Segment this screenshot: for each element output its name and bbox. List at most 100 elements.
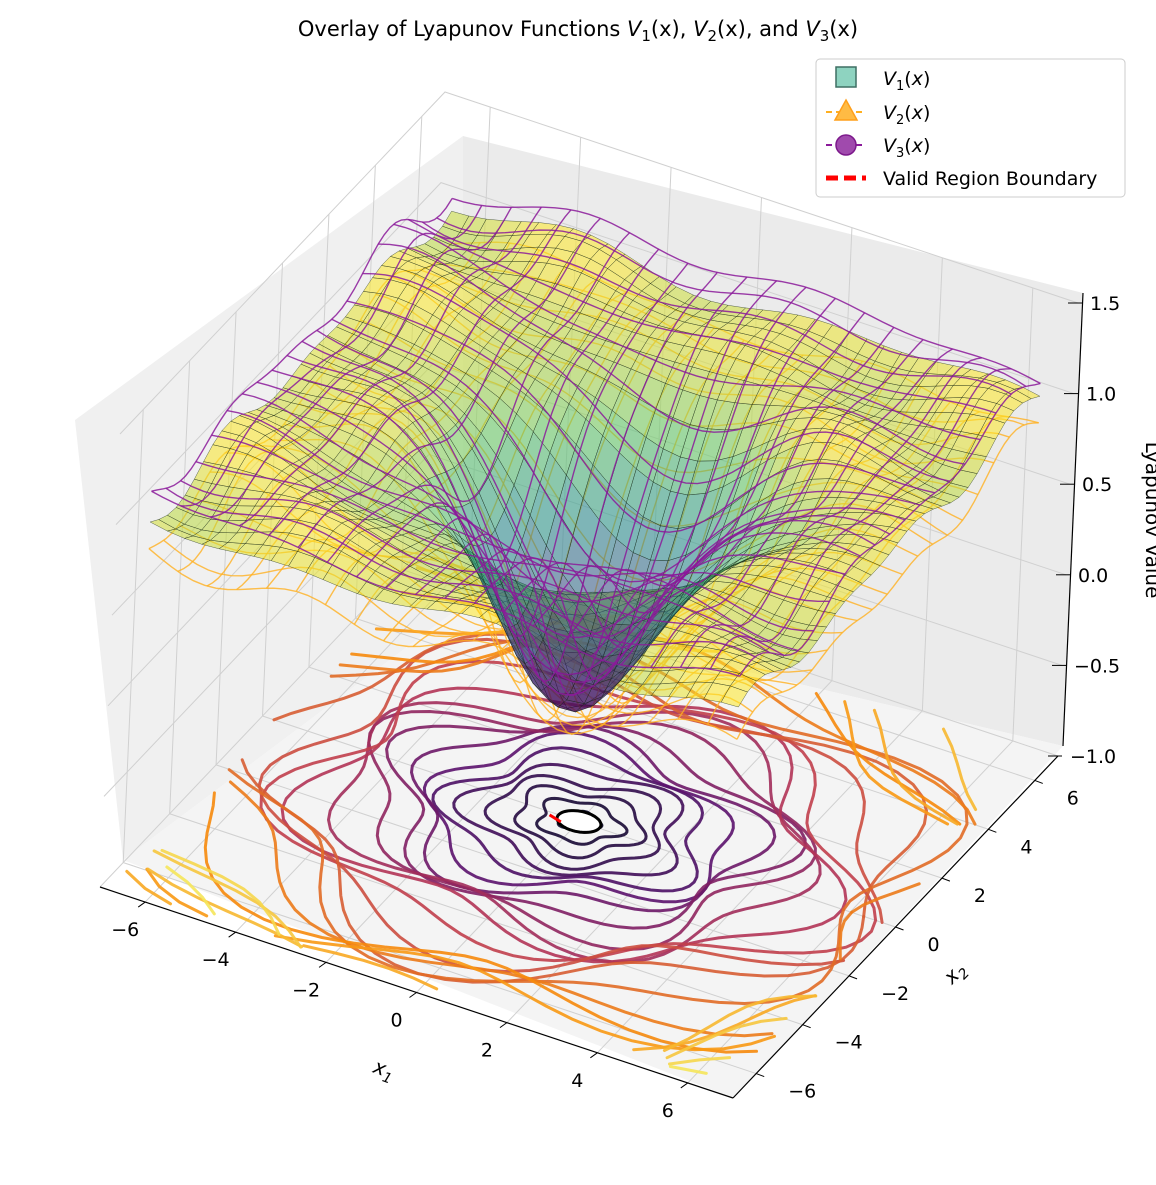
wire-line: [451, 197, 1041, 385]
y-tick-label: −6: [788, 1081, 816, 1103]
floor-contour-line: [850, 882, 921, 914]
wire-line: [407, 218, 997, 414]
chart-title: Overlay of Lyapunov Functions V1(x), V2(…: [298, 17, 858, 45]
y-axis: −6 −4 −2 0 2 4 6: [732, 755, 1079, 1103]
x-tick: [228, 931, 236, 938]
floor-contour-line: [431, 746, 705, 893]
title-part: 1: [641, 27, 651, 45]
x-tick-label: −2: [292, 979, 320, 1001]
wire-line: [163, 539, 754, 714]
legend-v2-triangle-icon: [833, 98, 859, 121]
x-tick-label: 2: [481, 1040, 493, 1062]
x-axis: −6 −4 −2 0 2 4 6: [99, 886, 734, 1122]
title-part: (x),: [651, 17, 693, 41]
wire-line: [195, 461, 785, 656]
floor-contour-line: [259, 659, 878, 963]
floor-contour-line: [329, 637, 969, 912]
wire-line: [241, 393, 830, 603]
legend-frame: [815, 58, 1126, 198]
floor-contour-line: [203, 791, 758, 1054]
wire-line: [393, 223, 981, 441]
wire-line: [165, 487, 756, 658]
y-tick: [988, 828, 997, 833]
wire-line: [316, 329, 906, 639]
floor-contour-line: [145, 867, 209, 918]
title-part: V: [805, 17, 821, 41]
x-tick-label: 0: [390, 1010, 402, 1032]
y-tick-label: 4: [1020, 836, 1032, 858]
title-part: 2: [707, 27, 717, 45]
floor-contour-line: [942, 727, 978, 811]
wire-line: [226, 409, 814, 632]
x-tick-label: 6: [662, 1100, 674, 1122]
z-tick-label: 1.0: [1086, 384, 1116, 406]
floor-contour-line: [665, 1016, 788, 1060]
floor-contour-line: [872, 708, 959, 826]
wire-line: [256, 381, 846, 639]
x-tick-label: −6: [111, 919, 139, 941]
floor-contour-line: [228, 780, 774, 1038]
x-tick: [409, 992, 417, 998]
y-tick-label: 2: [974, 885, 986, 907]
wire-line: [148, 548, 738, 740]
wire-line: [422, 221, 1012, 395]
x-tick: [499, 1022, 508, 1029]
grid-line: [122, 409, 144, 863]
x-tick: [680, 1082, 689, 1089]
surface-patch: [442, 210, 470, 233]
grid-line: [1012, 287, 1034, 741]
floor-contour-line: [662, 994, 818, 1052]
boundary-segment: [548, 813, 562, 824]
floor-contour-line: [535, 796, 629, 846]
legend: V1(x) V2(x) V3(x) Valid Region Boundary: [815, 58, 1126, 198]
floor-contour-line: [385, 724, 807, 930]
y-tick-label: −4: [835, 1032, 863, 1054]
v3-wireframe: [151, 197, 1041, 697]
wire-line: [180, 480, 770, 654]
floor-contour-line: [814, 692, 962, 826]
title-part: 3: [820, 27, 830, 45]
title-part: V: [693, 17, 709, 41]
y-tick-label: 0: [928, 934, 940, 956]
floor-contour-line: [668, 1056, 732, 1066]
z-axis-line: [1062, 292, 1084, 747]
wire-line: [211, 434, 799, 652]
title-part: V: [627, 17, 643, 41]
z-axis: −1.0 −0.5 0.0 0.5 1.0 1.5: [1048, 292, 1120, 768]
y-tick-label: 6: [1067, 787, 1079, 809]
z-axis-label: Lyapunov Value: [1141, 442, 1156, 599]
legend-v1-label: V1(x): [883, 68, 930, 94]
legend-v3-label: V3(x): [883, 135, 930, 161]
x-tick: [590, 1052, 598, 1059]
y-tick: [895, 926, 904, 931]
y-tick: [802, 1024, 811, 1029]
wire-line: [331, 318, 921, 583]
floor-contour-line: [452, 762, 685, 877]
wire-line: [346, 300, 936, 533]
z-tick-label: −1.0: [1070, 746, 1116, 768]
valid-region-boundary: [548, 809, 603, 834]
center-contour: [555, 809, 603, 834]
floor-contour-line: [152, 849, 303, 949]
floor-contour-line: [483, 773, 663, 871]
floor-contour-line: [422, 731, 735, 904]
wire-line: [436, 217, 1027, 387]
y-tick: [941, 877, 951, 882]
floor-contour-line: [160, 848, 281, 936]
floor-contour-line: [280, 686, 848, 964]
z-tick-label: −0.5: [1074, 655, 1120, 677]
title-part: (x), and: [717, 17, 805, 41]
z-tick-label: 1.5: [1090, 293, 1120, 315]
y-tick: [848, 975, 858, 980]
y-tick: [1034, 779, 1043, 784]
floor-contour-line: [125, 869, 172, 906]
wire-line: [362, 272, 950, 485]
wire-line: [301, 340, 891, 683]
z-tick-label: 0.0: [1078, 565, 1108, 587]
z-tick-label: 0.5: [1082, 474, 1112, 496]
x-tick-label: 4: [571, 1070, 583, 1092]
floor-contour-line: [165, 865, 216, 916]
floor-contour-line: [668, 1065, 708, 1075]
floor-contour-line: [302, 944, 439, 991]
